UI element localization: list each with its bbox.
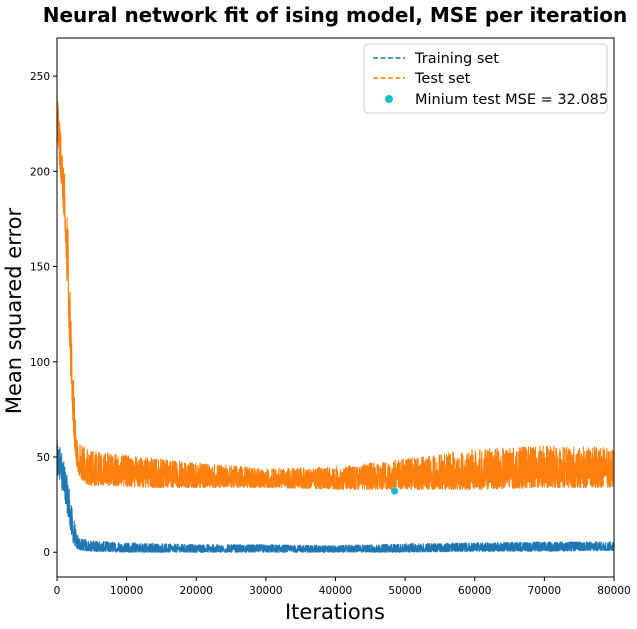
legend-label-test: Test set	[414, 71, 471, 87]
x-tick-label: 10000	[110, 585, 143, 597]
x-tick-label: 60000	[458, 585, 491, 597]
y-tick-label: 200	[30, 166, 50, 178]
y-tick-label: 100	[30, 357, 50, 369]
legend: Training set Test set Minium test MSE = …	[363, 43, 608, 114]
x-tick-label: 80000	[597, 585, 630, 597]
chart-title: Neural network fit of ising model, MSE p…	[43, 3, 628, 27]
x-axis: 0 10000 20000 30000 40000 50000 60000 70000 8000…	[54, 577, 631, 597]
legend-swatch-minimum-marker	[385, 95, 393, 103]
x-tick-label: 40000	[319, 585, 352, 597]
x-axis-label: Iterations	[285, 600, 385, 624]
series-layer	[57, 91, 614, 553]
legend-label-minimum: Minium test MSE = 32.085	[415, 92, 608, 108]
y-tick-label: 250	[30, 71, 50, 83]
legend-frame	[363, 43, 608, 114]
y-tick-label: 50	[37, 452, 50, 464]
y-tick-label: 0	[43, 547, 50, 559]
x-tick-label: 70000	[528, 585, 561, 597]
x-tick-label: 50000	[388, 585, 421, 597]
y-axis-label: Mean squared error	[2, 207, 26, 414]
minimum-test-mse-marker	[391, 487, 399, 495]
series-line-test	[57, 91, 614, 490]
series-line-training	[57, 439, 614, 553]
plot-background	[57, 38, 614, 577]
y-axis: 0 50 100 150 200 250	[30, 71, 57, 559]
x-tick-label: 30000	[249, 585, 282, 597]
y-tick-label: 150	[30, 262, 50, 274]
x-tick-label: 0	[54, 585, 61, 597]
legend-label-training: Training set	[414, 51, 499, 67]
x-tick-label: 20000	[180, 585, 213, 597]
plot-area	[56, 37, 615, 578]
